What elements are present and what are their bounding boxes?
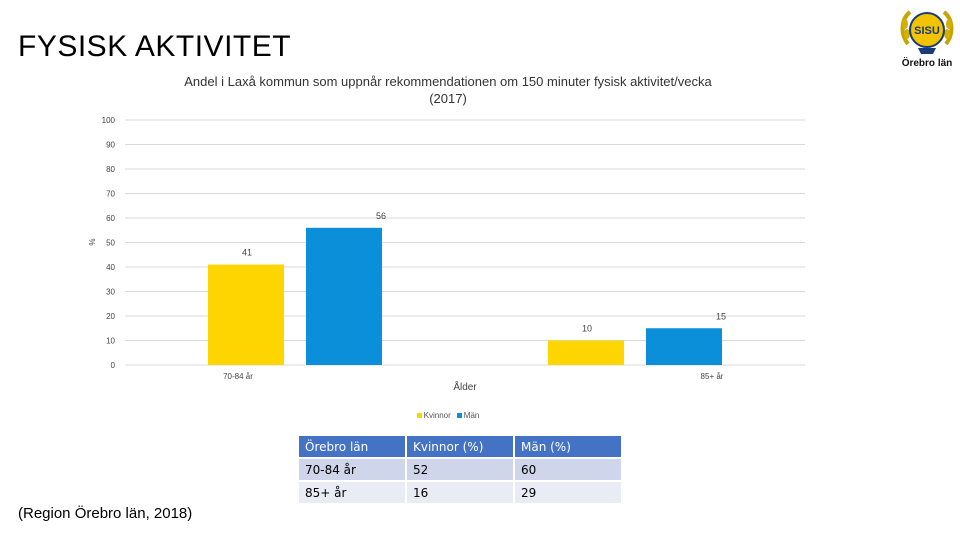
logo-emblem-text: SISU	[914, 25, 940, 37]
legend-item-kvinnor: Kvinnor	[416, 411, 451, 420]
chart-data-labels: 41 56 10 15	[242, 211, 726, 334]
chart-title-year: (2017)	[429, 91, 467, 106]
y-tick-label: 100	[102, 116, 116, 125]
page-title: FYSISK AKTIVITET	[18, 30, 292, 63]
bar-data-label: 15	[716, 311, 726, 321]
table-header-cell: Örebro län	[299, 436, 405, 457]
logo-caption: Örebro län	[901, 58, 953, 69]
data-table: Örebro län Kvinnor (%) Män (%) 70-84 år …	[297, 434, 623, 505]
y-tick-label: 0	[111, 361, 116, 370]
chart-x-ticks: 70-84 år 85+ år	[223, 372, 724, 381]
y-tick-label: 10	[106, 337, 115, 346]
y-axis-label: %	[88, 238, 97, 245]
table-cell: 29	[515, 482, 621, 503]
chart-title: Andel i Laxå kommun som uppnår rekommend…	[150, 73, 746, 107]
table-header-cell: Män (%)	[515, 436, 621, 457]
table-header-cell: Kvinnor (%)	[407, 436, 513, 457]
sisu-wreath-logo-icon: SISU	[900, 10, 954, 54]
table-header-row: Örebro län Kvinnor (%) Män (%)	[299, 436, 621, 457]
bar-män-0	[306, 227, 382, 365]
y-tick-label: 30	[106, 288, 115, 297]
table-cell: 16	[407, 482, 513, 503]
table-cell: 70-84 år	[299, 459, 405, 480]
table-row: 70-84 år 52 60	[299, 459, 621, 480]
x-tick-label: 85+ år	[701, 372, 724, 381]
chart-bars	[208, 227, 722, 365]
y-tick-label: 80	[106, 165, 115, 174]
y-tick-label: 90	[106, 141, 115, 150]
table-cell: 52	[407, 459, 513, 480]
x-axis-label: Ålder	[453, 380, 477, 393]
legend-swatch	[416, 413, 422, 418]
legend-item-män: Män	[456, 411, 480, 420]
legend-label: Kvinnor	[423, 411, 451, 420]
bar-data-label: 41	[242, 248, 252, 258]
chart-title-main: Andel i Laxå kommun som uppnår rekommend…	[184, 74, 712, 89]
table-cell: 85+ år	[299, 482, 405, 503]
bar-kvinnor-0	[208, 264, 284, 365]
table-cell: 60	[515, 459, 621, 480]
table-row: 85+ år 16 29	[299, 482, 621, 503]
chart-legend: Kvinnor Män	[0, 411, 896, 420]
bar-data-label: 10	[582, 324, 592, 334]
bar-män-1	[646, 328, 722, 365]
y-tick-label: 60	[106, 214, 115, 223]
x-tick-label: 70-84 år	[223, 372, 253, 381]
y-tick-label: 50	[106, 239, 115, 248]
y-tick-label: 20	[106, 312, 115, 321]
sisu-logo: SISU Örebro län	[898, 4, 956, 72]
y-tick-label: 70	[106, 190, 115, 199]
source-citation: (Region Örebro län, 2018)	[18, 505, 193, 522]
legend-label: Män	[463, 411, 480, 420]
y-tick-label: 40	[106, 263, 115, 272]
bar-kvinnor-1	[548, 340, 624, 365]
legend-swatch	[456, 413, 462, 418]
bar-data-label: 56	[376, 211, 386, 221]
